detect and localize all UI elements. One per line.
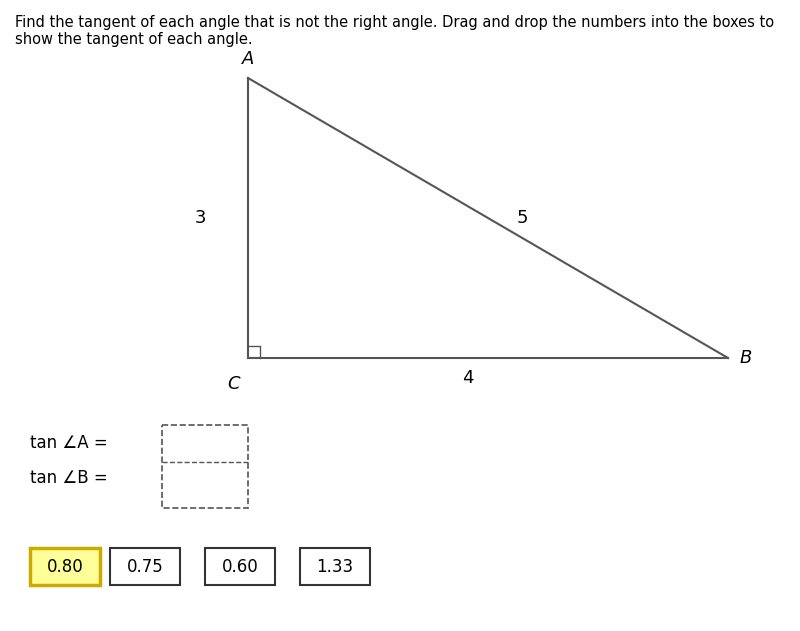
Text: tan ∠A =: tan ∠A = <box>30 434 108 452</box>
Text: A: A <box>242 50 254 68</box>
Text: 1.33: 1.33 <box>317 558 354 575</box>
Text: B: B <box>740 349 752 367</box>
Text: 5: 5 <box>516 209 528 227</box>
Text: 4: 4 <box>462 369 474 387</box>
Text: Find the tangent of each angle that is not the right angle. Drag and drop the nu: Find the tangent of each angle that is n… <box>15 15 774 47</box>
Bar <box>162 425 248 508</box>
Text: C: C <box>227 375 240 393</box>
Text: tan ∠B =: tan ∠B = <box>30 469 108 487</box>
Text: 0.80: 0.80 <box>46 558 83 575</box>
Text: 3: 3 <box>194 209 206 227</box>
Bar <box>205 548 275 585</box>
Bar <box>300 548 370 585</box>
Bar <box>30 548 100 585</box>
Text: 0.60: 0.60 <box>222 558 258 575</box>
Bar <box>110 548 180 585</box>
Text: 0.75: 0.75 <box>126 558 163 575</box>
